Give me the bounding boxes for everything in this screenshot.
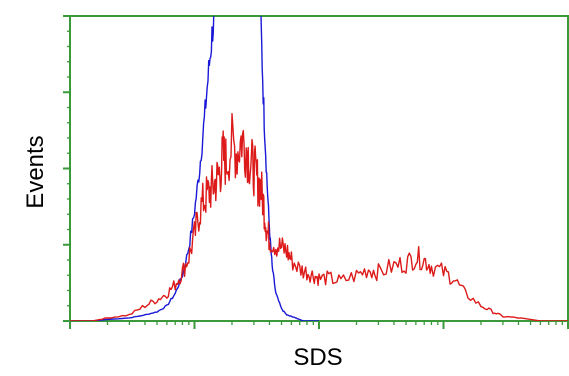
series-1-line bbox=[70, 16, 319, 321]
series-layer bbox=[70, 16, 568, 321]
plot-frame bbox=[69, 15, 569, 322]
series-2-line bbox=[70, 113, 568, 321]
y-axis-label: Events bbox=[22, 135, 49, 208]
x-axis-label: SDS bbox=[293, 344, 342, 371]
axis-ticks bbox=[63, 15, 569, 329]
plot-area bbox=[63, 15, 569, 329]
